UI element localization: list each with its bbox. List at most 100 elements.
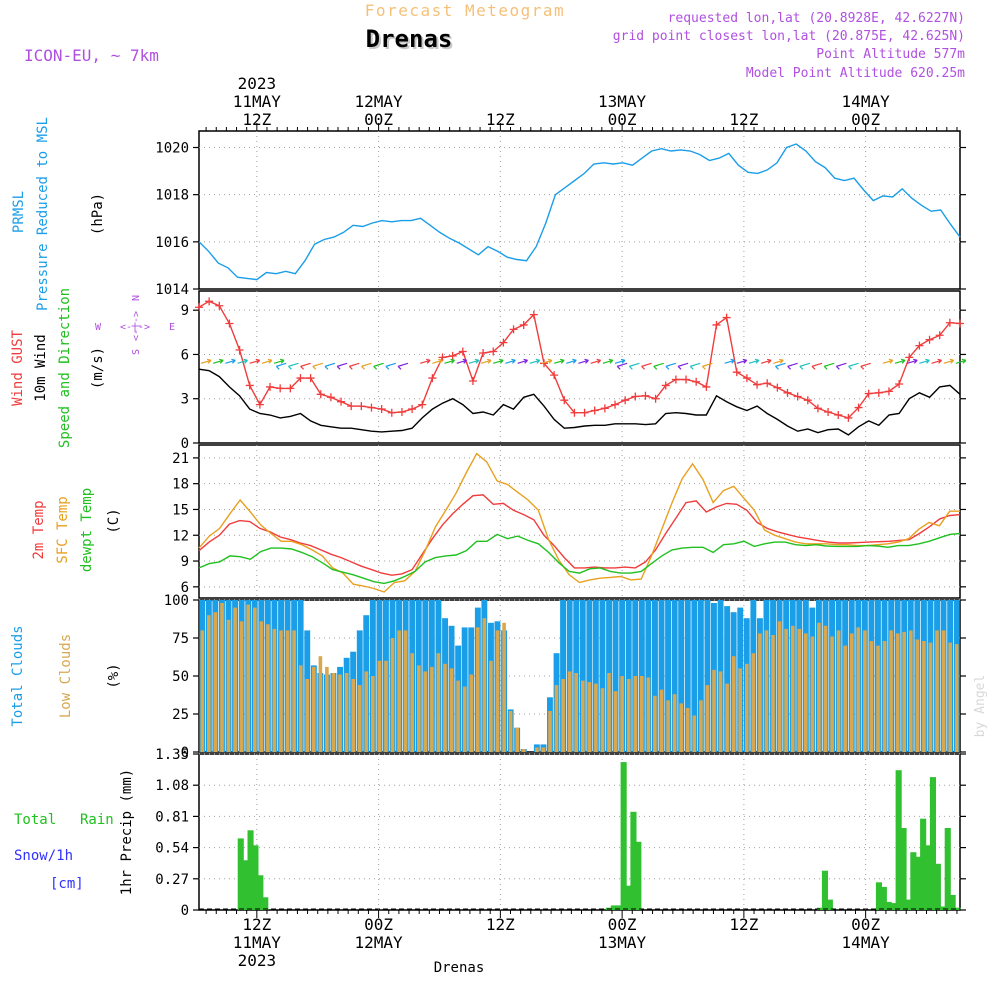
bar-precip: [635, 841, 642, 910]
bar-low_clouds: [790, 625, 795, 752]
wind-direction-arrow: [882, 358, 894, 364]
series-line-dewpt: [198, 532, 961, 585]
bar-precip: [944, 828, 951, 910]
bar-total_clouds: [671, 600, 678, 752]
gust-marker: [397, 408, 406, 417]
bar-precip: [934, 863, 941, 910]
compass-west: W: [95, 322, 102, 333]
gust-marker: [448, 351, 457, 360]
bar-precip: [262, 897, 269, 910]
bar-low_clouds: [869, 641, 874, 752]
bar-low_clouds: [292, 630, 296, 752]
bar-low_clouds: [666, 700, 670, 752]
precip-label-unit: 1hr Precip (mm): [119, 769, 135, 895]
bar-total_clouds: [704, 600, 711, 752]
bar-low_clouds: [246, 604, 250, 752]
bar-low_clouds: [863, 630, 867, 752]
gust-marker: [468, 377, 477, 386]
bar-precip: [895, 770, 902, 910]
bar-low_clouds: [220, 603, 224, 752]
bottom-time-label: 00Z: [608, 915, 637, 934]
bar-low_clouds: [371, 676, 375, 752]
bar-precip: [875, 882, 882, 910]
y-tick-label: 9: [181, 554, 189, 570]
wind-direction-arrow: [324, 362, 336, 370]
gust-marker: [661, 381, 670, 390]
gust-marker: [692, 377, 701, 386]
bottom-time-label: 14MAY: [842, 933, 891, 952]
wind-direction-arrow: [397, 362, 409, 370]
bar-precip: [929, 777, 936, 910]
bar-low_clouds: [567, 671, 572, 752]
y-tick-label: 1.35: [155, 747, 189, 763]
wind-direction-arrow: [541, 358, 553, 364]
gust-marker: [935, 331, 944, 340]
bar-low_clouds: [745, 663, 749, 752]
top-time-label: 00Z: [608, 110, 637, 129]
bar-total_clouds: [645, 600, 652, 752]
wind-direction-arrow: [361, 362, 372, 370]
bar-low_clouds: [843, 645, 847, 752]
gust-marker: [367, 403, 376, 412]
bar-low_clouds: [469, 674, 474, 752]
wind-direction-arrow: [249, 358, 261, 364]
bar-low_clouds: [213, 612, 218, 752]
gust-marker: [255, 400, 264, 409]
bar-low_clouds: [830, 636, 834, 752]
y-tick-label: 3: [181, 392, 189, 408]
series-line-gust: [198, 300, 961, 419]
bar-precip: [954, 907, 961, 910]
gust-marker: [702, 382, 711, 391]
gust-marker: [793, 392, 802, 401]
wind-direction-arrow: [432, 358, 443, 364]
wind-direction-arrow: [787, 362, 798, 370]
bar-low_clouds: [672, 694, 677, 752]
bar-low_clouds: [712, 669, 716, 752]
bar-low_clouds: [836, 630, 841, 752]
top-time-label: 00Z: [364, 110, 393, 129]
y-tick-label: 0: [181, 745, 189, 761]
wind-direction-arrow: [835, 362, 847, 370]
gust-marker: [347, 402, 356, 411]
wind-direction-arrow: [775, 362, 786, 370]
bar-total_clouds: [691, 600, 698, 752]
bar-low_clouds: [305, 679, 309, 752]
bar-low_clouds: [941, 630, 946, 752]
bar-low_clouds: [771, 635, 775, 752]
wind-direction-arrow: [931, 358, 943, 364]
y-tick-label: 25: [172, 707, 189, 723]
wind-label-10m: 10m Wind: [33, 334, 49, 401]
compass-rose: N S W E <-|-> <-|->: [95, 295, 175, 355]
bar-low_clouds: [909, 630, 913, 752]
gust-marker: [286, 384, 295, 393]
gust-marker: [235, 346, 244, 355]
bar-low_clouds: [423, 671, 428, 752]
wind-direction-arrow: [689, 362, 701, 370]
bar-low_clouds: [554, 685, 559, 752]
series-layer: [195, 143, 967, 910]
bar-low_clouds: [482, 618, 487, 752]
wind-direction-arrow: [653, 362, 664, 370]
bar-low_clouds: [889, 630, 893, 752]
gust-marker: [499, 338, 508, 347]
compass-east: E: [169, 322, 175, 333]
gust-marker: [560, 396, 569, 405]
gust-marker: [266, 382, 275, 391]
gust-marker: [316, 390, 325, 399]
temp-label-sfc: SFC Temp: [55, 496, 71, 563]
bar-precip: [615, 905, 622, 910]
bottom-time-label: 2023: [238, 951, 277, 970]
y-tick-label: 9: [181, 303, 189, 319]
y-tick-label: 21: [172, 451, 189, 467]
bar-precip: [252, 845, 259, 910]
bar-precip: [880, 886, 887, 910]
gust-marker: [874, 388, 883, 397]
gust-marker: [438, 353, 447, 362]
bar-low_clouds: [856, 627, 861, 752]
gust-marker: [631, 392, 640, 401]
gust-marker: [590, 406, 599, 415]
bar-precip: [630, 811, 637, 910]
y-tick-label: 50: [172, 669, 189, 685]
y-tick-label: 6: [181, 580, 189, 596]
bottom-time-label: 12Z: [242, 915, 271, 934]
